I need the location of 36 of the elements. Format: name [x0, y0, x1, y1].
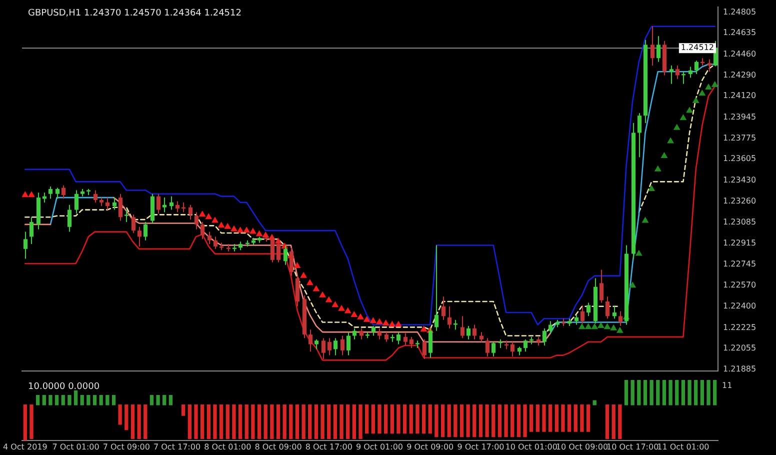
y-tick-label: 1.23605 [723, 154, 756, 164]
x-tick-label: 7 Oct 09:00 [102, 442, 150, 452]
ref-line-label: 1.24512 [680, 43, 714, 52]
chart-title: 10.0000 0.0000 [28, 382, 100, 392]
y-tick-label: 1.24460 [723, 50, 756, 59]
x-tick-label: 7 Oct 17:00 [153, 442, 201, 452]
x-tick-label: 8 Oct 01:00 [204, 442, 252, 452]
x-tick-label: 11 Oct 01:00 [657, 442, 710, 452]
y-tick-label: 1.22745 [723, 259, 756, 268]
y-tick-label: 1.24120 [723, 91, 756, 100]
y-tick-label: 1.23775 [723, 133, 756, 142]
x-tick-label: 9 Oct 17:00 [457, 442, 504, 452]
y-tick-label: 1.22055 [723, 344, 756, 353]
y-tick-label: 1.23260 [723, 196, 756, 206]
x-tick-label: 4 Oct 2019 [2, 442, 48, 452]
x-tick-label: 9 Oct 09:00 [406, 442, 454, 452]
y-tick-label: 1.22400 [723, 301, 756, 310]
y-tick-label: 1.23430 [723, 176, 756, 185]
x-tick-label: 9 Oct 01:00 [356, 442, 404, 452]
y-tick-label: 1.23085 [723, 218, 756, 227]
x-tick-label: 8 Oct 17:00 [305, 442, 352, 452]
x-tick-label: 10 Oct 01:00 [505, 442, 558, 452]
y-tick-label: 1.23945 [723, 112, 756, 122]
y-tick-label: 1.22570 [723, 280, 756, 290]
text: 11 [722, 381, 732, 390]
x-tick-label: 10 Oct 09:00 [556, 442, 608, 452]
x-tick-label: 8 Oct 09:00 [254, 442, 302, 452]
y-tick-label: 1.22915 [723, 238, 756, 248]
x-tick-label: 7 Oct 01:00 [52, 442, 100, 452]
y-tick-label: 1.24635 [723, 28, 756, 38]
y-tick-label: 1.22225 [723, 322, 756, 332]
y-tick-label: 1.24290 [723, 70, 756, 80]
y-tick-label: 1.21885 [723, 364, 756, 374]
chart-title: GBPUSD,H1 1.24370 1.24570 1.24364 1.24512 [28, 8, 242, 19]
x-tick-label: 10 Oct 17:00 [606, 442, 659, 452]
y-tick-label: 1.24805 [723, 7, 756, 16]
